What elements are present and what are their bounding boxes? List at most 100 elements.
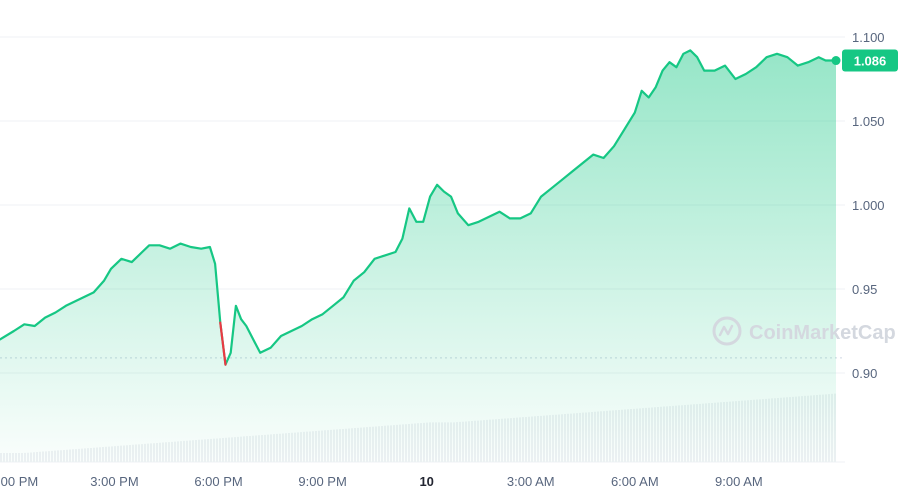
x-tick-label: 9:00 AM [715,474,763,489]
price-point [259,352,261,354]
price-point [235,305,237,307]
price-point [230,352,232,354]
price-point [110,268,112,270]
price-point [415,221,417,223]
price-point [169,248,171,250]
price-point [23,323,25,325]
price-point [724,65,726,67]
price-point [301,325,303,327]
x-tick-label: 9:00 PM [298,474,346,489]
price-point [561,179,563,181]
price-point [776,53,778,55]
price-point [13,330,15,332]
price-point [825,60,827,62]
y-tick-label: 0.95 [852,282,877,297]
y-axis-ticks: 1.100 1.050 1.000 0.95 0.90 [852,30,885,381]
price-point [209,246,211,248]
price-point [682,53,684,55]
y-tick-label: 1.100 [852,30,885,45]
price-point [219,322,221,324]
price-point [797,65,799,67]
price-point [571,170,573,172]
price-point [499,211,501,213]
x-axis-ticks: 12:00 PM 3:00 PM 6:00 PM 9:00 PM 10 3:00 AM 6:… [0,474,763,489]
price-line [0,49,838,366]
price-point [120,258,122,260]
coinmarketcap-logo-icon [712,316,742,346]
price-point [363,271,365,273]
x-tick-label: 10 [419,474,433,489]
price-point [290,330,292,332]
price-point [689,49,691,51]
price-point [745,73,747,75]
price-point [641,90,643,92]
price-point [65,305,67,307]
price-point [224,364,226,366]
current-price-dot [831,56,841,66]
price-point [200,248,202,250]
price-point [311,318,313,320]
price-point [384,254,386,256]
price-point [603,157,605,159]
price-point [634,112,636,114]
price-point [818,56,820,58]
price-point [450,196,452,198]
x-tick-label: 12:00 PM [0,474,38,489]
price-point [159,244,161,246]
price-point [551,187,553,189]
price-point [467,224,469,226]
price-point [429,196,431,198]
price-point [696,56,698,58]
price-point [623,128,625,130]
price-point [655,86,657,88]
price-point [755,66,757,68]
price-point [55,312,57,314]
price-point [519,217,521,219]
y-tick-label: 1.000 [852,198,885,213]
price-point [401,238,403,240]
watermark-text: CoinMarketCap [749,322,896,344]
x-tick-label: 3:00 PM [90,474,138,489]
x-tick-label: 3:00 AM [507,474,555,489]
price-point [75,300,77,302]
coinmarketcap-watermark: CoinMarketCap [712,316,896,346]
price-point [44,317,46,319]
price-point [103,280,105,282]
price-point [93,291,95,293]
price-point [86,295,88,297]
price-point [540,196,542,198]
price-point [408,207,410,209]
price-point [478,221,480,223]
price-point [675,66,677,68]
price-point [436,184,438,186]
price-point [668,61,670,63]
price-point [252,338,254,340]
price-point [488,216,490,218]
price-area [0,50,836,463]
y-tick-label: 0.90 [852,366,877,381]
price-point [509,217,511,219]
price-point [734,78,736,80]
price-point [322,313,324,315]
price-point [662,70,664,72]
price-point [648,96,650,98]
price-point [148,244,150,246]
price-point [807,61,809,63]
price-point [332,305,334,307]
price-point [141,251,143,253]
price-point [34,325,36,327]
price-area-fill [0,50,836,463]
current-price-badge [842,49,898,72]
price-point [394,251,396,253]
current-price-label: 1.086 [854,54,887,69]
price-point [342,296,344,298]
price-below-reference-segment [219,321,227,366]
price-point [179,243,181,245]
price-point [443,191,445,193]
price-point [457,212,459,214]
price-point [766,56,768,58]
price-point [270,347,272,349]
price-point [582,162,584,164]
price-point [422,221,424,223]
